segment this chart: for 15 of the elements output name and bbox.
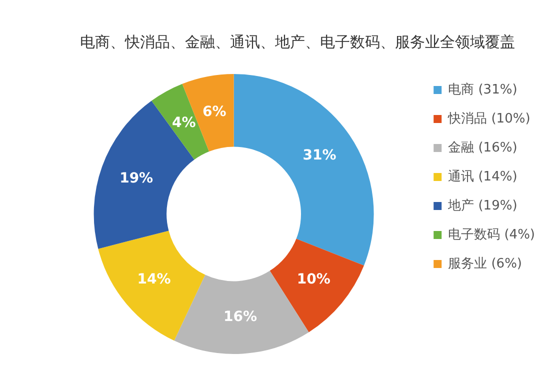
data-label: 6%: [202, 104, 226, 120]
chart-title: 电商、快消品、金融、通讯、地产、电子数码、服务业全领域覆盖: [80, 32, 515, 51]
legend-label: 通讯 (14%): [448, 169, 518, 184]
data-label: 14%: [137, 272, 171, 288]
legend-label: 电子数码 (4%): [448, 227, 536, 242]
data-label: 19%: [120, 170, 154, 187]
legend-label: 地产 (19%): [447, 198, 518, 214]
data-label: 4%: [172, 114, 196, 131]
data-label: 31%: [302, 147, 336, 164]
data-label: 16%: [224, 309, 258, 326]
legend-label: 服务业 (6%): [448, 256, 522, 272]
legend-label: 金融 (16%): [448, 140, 518, 156]
legend-label: 电商 (31%): [448, 82, 518, 98]
legend-label: 快消品 (10%): [447, 111, 530, 126]
data-label: 10%: [296, 272, 330, 288]
